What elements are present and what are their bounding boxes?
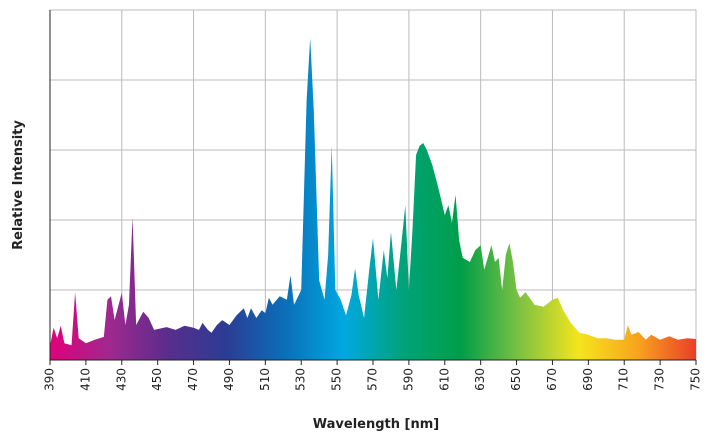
x-tick-label: 570: [366, 368, 380, 391]
x-tick-label: 670: [545, 368, 559, 391]
x-tick-label: 530: [294, 368, 308, 391]
x-tick-label: 710: [617, 368, 631, 391]
x-axis-title: Wavelength [nm]: [313, 417, 439, 432]
x-tick-label: 590: [401, 368, 415, 391]
x-tick-label: 470: [186, 368, 200, 391]
x-tick-label: 450: [150, 368, 164, 391]
x-tick-label: 610: [437, 368, 451, 391]
y-axis-title: Relative Intensity: [11, 120, 26, 250]
x-tick-label: 650: [509, 368, 523, 391]
x-tick-label: 690: [581, 368, 595, 391]
x-tick-label: 630: [473, 368, 487, 391]
x-tick-label: 730: [653, 368, 667, 391]
spectrum-area: [50, 38, 696, 360]
x-tick-label: 510: [258, 368, 272, 391]
x-tick-label: 550: [330, 368, 344, 391]
x-tick-label: 490: [222, 368, 236, 391]
x-tick-label: 750: [689, 368, 703, 391]
x-tick-label: 430: [114, 368, 128, 391]
x-tick-label: 390: [43, 368, 57, 391]
x-tick-label: 410: [78, 368, 92, 391]
